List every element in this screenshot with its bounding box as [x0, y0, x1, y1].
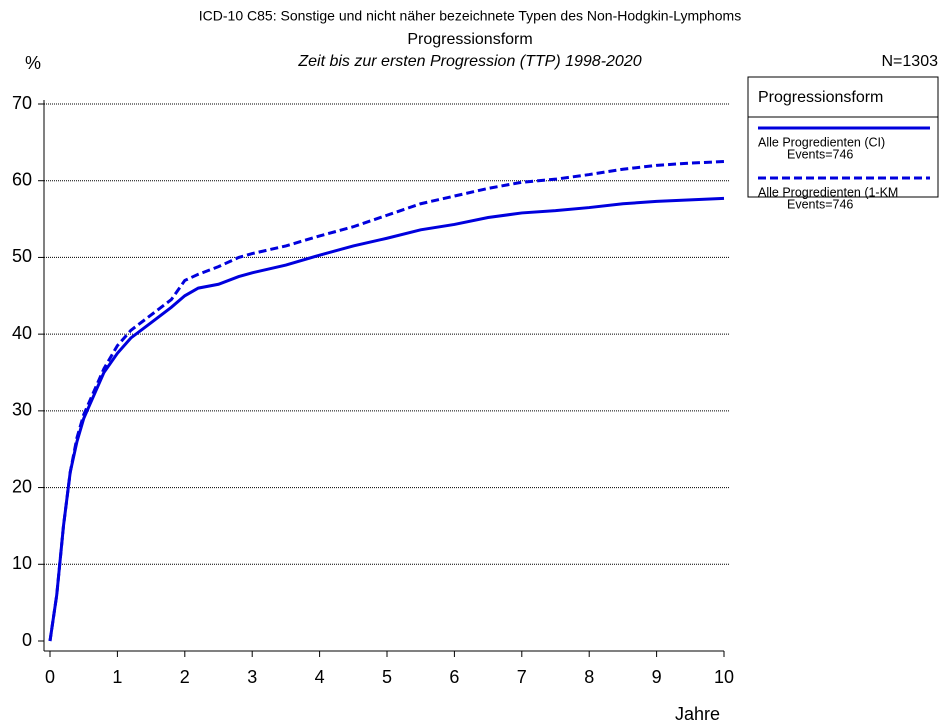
y-axis-label: % — [25, 53, 41, 73]
chart-subtitle: Zeit bis zur ersten Progression (TTP) 19… — [297, 53, 641, 70]
x-tick-label: 2 — [180, 667, 190, 687]
chart-title: ICD-10 C85: Sonstige und nicht näher bez… — [199, 8, 741, 24]
x-tick-label: 7 — [517, 667, 527, 687]
legend-label: Alle Progredienten (1-KM — [758, 185, 898, 199]
series-line — [48, 160, 725, 642]
x-tick-label: 8 — [584, 667, 594, 687]
y-tick-label: 70 — [12, 93, 32, 113]
y-tick-label: 20 — [12, 476, 32, 496]
y-tick-label: 0 — [22, 630, 32, 650]
legend-events: Events=746 — [787, 197, 853, 211]
y-tick-label: 40 — [12, 323, 32, 343]
x-axis-label: Jahre — [675, 704, 720, 724]
legend-events: Events=746 — [787, 147, 853, 161]
x-tick-label: 6 — [449, 667, 459, 687]
x-tick-label: 3 — [247, 667, 257, 687]
x-tick-label: 10 — [714, 667, 734, 687]
x-tick-label: 1 — [112, 667, 122, 687]
legend-title: Progressionsform — [758, 89, 883, 106]
x-tick-label: 9 — [652, 667, 662, 687]
x-tick-label: 4 — [315, 667, 325, 687]
x-tick-label: 0 — [45, 667, 55, 687]
y-tick-label: 60 — [12, 169, 32, 189]
series-line — [48, 196, 725, 642]
chart-subtitle: Progressionsform — [407, 31, 532, 48]
x-tick-label: 5 — [382, 667, 392, 687]
legend-box — [747, 76, 939, 198]
legend-label: Alle Progredienten (CI) — [758, 135, 885, 149]
y-tick-label: 10 — [12, 553, 32, 573]
y-tick-label: 50 — [12, 246, 32, 266]
n-label: N=1303 — [882, 53, 939, 70]
y-tick-label: 30 — [12, 400, 32, 420]
